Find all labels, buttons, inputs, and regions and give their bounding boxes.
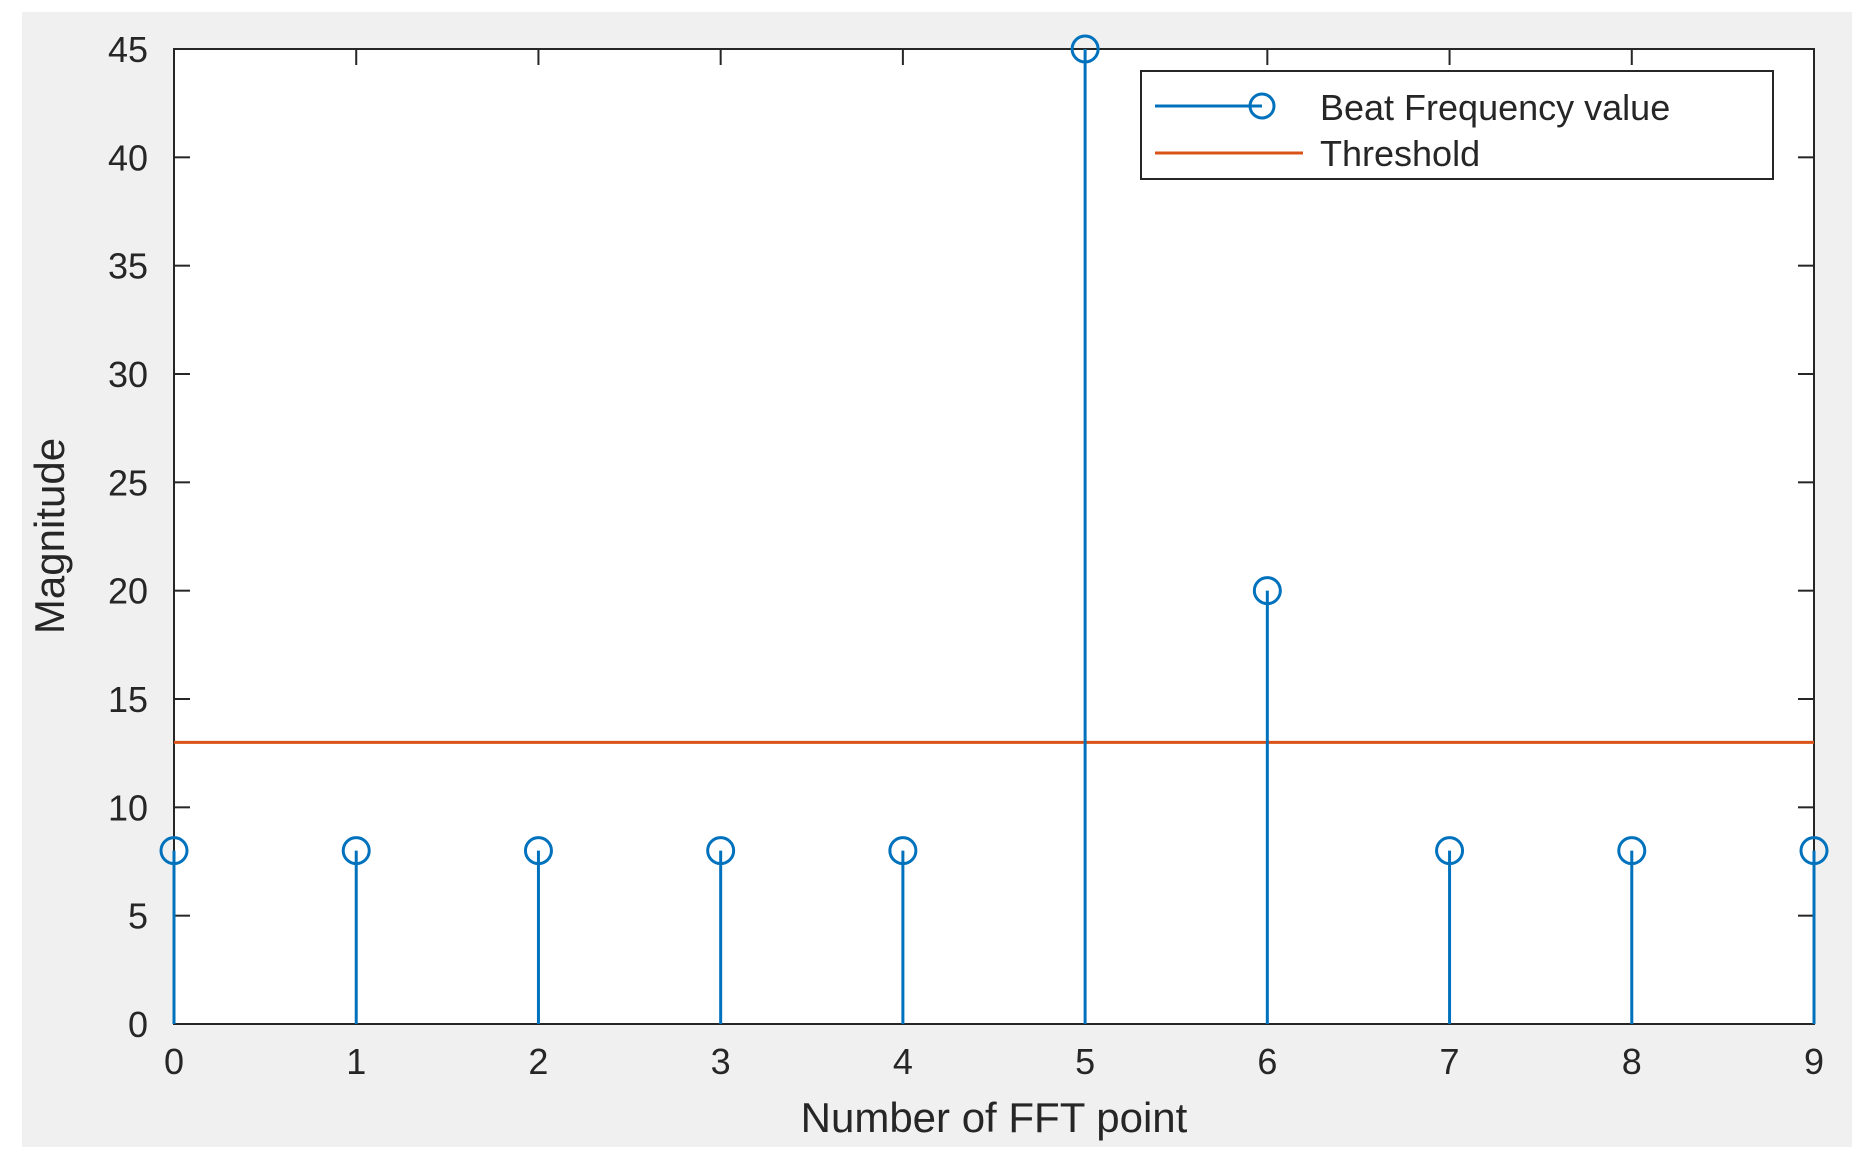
stem-marker (1617, 836, 1647, 866)
stem-marker (1799, 836, 1829, 866)
stem-marker (1435, 836, 1465, 866)
y-tick-label: 45 (108, 29, 148, 70)
x-tick-label: 2 (528, 1041, 548, 1082)
legend-box (1140, 70, 1774, 180)
stem-marker (341, 836, 371, 866)
legend-stem-marker (1248, 92, 1276, 120)
y-tick-label: 30 (108, 354, 148, 395)
x-axis-label: Number of FFT point (801, 1094, 1188, 1141)
y-tick-label: 25 (108, 462, 148, 503)
stem-marker (706, 836, 736, 866)
legend: Beat Frequency value Threshold (1140, 70, 1774, 180)
y-tick-label: 10 (108, 787, 148, 828)
x-tick-label: 9 (1804, 1041, 1824, 1082)
y-tick-label: 0 (128, 1004, 148, 1045)
x-tick-label: 3 (711, 1041, 731, 1082)
y-axis-label: Magnitude (26, 438, 73, 634)
beat-frequency-series (159, 34, 1829, 1024)
y-axis-ticks: 0 5 10 15 20 25 30 35 40 45 (108, 29, 1814, 1045)
x-tick-label: 4 (893, 1041, 913, 1082)
legend-label-threshold: Threshold (1320, 133, 1480, 174)
x-tick-label: 7 (1440, 1041, 1460, 1082)
stem-marker (1252, 576, 1282, 606)
x-tick-label: 5 (1075, 1041, 1095, 1082)
y-tick-label: 40 (108, 137, 148, 178)
stem-marker (159, 836, 189, 866)
x-tick-label: 0 (164, 1041, 184, 1082)
y-tick-label: 15 (108, 679, 148, 720)
y-tick-label: 35 (108, 246, 148, 287)
stem-marker (523, 836, 553, 866)
legend-label-beat-frequency: Beat Frequency value (1320, 87, 1670, 128)
x-tick-label: 8 (1622, 1041, 1642, 1082)
x-tick-label: 6 (1257, 1041, 1277, 1082)
y-tick-label: 20 (108, 571, 148, 612)
y-tick-label: 5 (128, 896, 148, 937)
x-tick-label: 1 (346, 1041, 366, 1082)
stem-marker (1070, 34, 1100, 64)
stem-marker (888, 836, 918, 866)
plot-area (173, 48, 1815, 1025)
